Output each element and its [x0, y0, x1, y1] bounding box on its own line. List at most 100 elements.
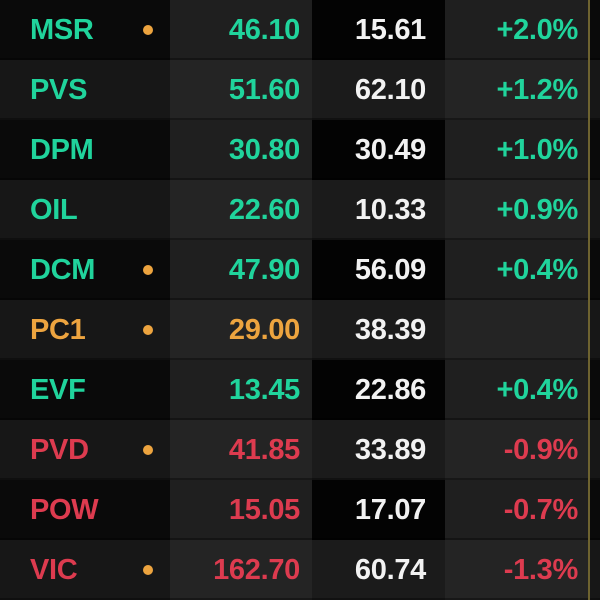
edge-sliver — [590, 240, 600, 300]
symbol-cell: PVS — [0, 60, 170, 120]
edge-sliver — [590, 360, 600, 420]
edge-sliver — [590, 480, 600, 540]
ticker-symbol: OIL — [30, 193, 78, 226]
change-cell: +1.0% — [445, 120, 588, 180]
ticker-symbol: PC1 — [30, 313, 86, 346]
price-cell: 29.00 — [170, 300, 312, 360]
reference-dot-icon — [143, 445, 153, 455]
price-cell: 30.80 — [170, 120, 312, 180]
matched-value-cell: 38.39 — [312, 300, 445, 360]
table-row-dpm[interactable]: DPM 30.80 30.49 +1.0% — [0, 120, 600, 180]
price-cell: 22.60 — [170, 180, 312, 240]
table-row-pow[interactable]: POW 15.05 17.07 -0.7% — [0, 480, 600, 540]
edge-sliver — [590, 180, 600, 240]
matched-value: 22.86 — [354, 373, 426, 406]
vertical-divider-line — [588, 360, 590, 420]
table-row-dcm[interactable]: DCM 47.90 56.09 +0.4% — [0, 240, 600, 300]
matched-value-cell: 60.74 — [312, 540, 445, 600]
ticker-symbol: VIC — [30, 553, 78, 586]
ticker-symbol: EVF — [30, 373, 86, 406]
ticker-symbol: DPM — [30, 133, 94, 166]
price-value: 51.60 — [228, 73, 300, 106]
change-percent: -0.9% — [503, 433, 579, 466]
ticker-symbol: MSR — [30, 13, 94, 46]
table-row-evf[interactable]: EVF 13.45 22.86 +0.4% — [0, 360, 600, 420]
change-cell: +0.9% — [445, 180, 588, 240]
vertical-divider-line — [588, 120, 590, 180]
change-cell: +0.4% — [445, 360, 588, 420]
change-percent: +0.4% — [496, 253, 578, 286]
edge-sliver — [590, 60, 600, 120]
matched-value: 30.49 — [354, 133, 426, 166]
price-value: 46.10 — [228, 13, 300, 46]
vertical-divider-line — [588, 180, 590, 240]
matched-value: 10.33 — [354, 193, 426, 226]
price-cell: 46.10 — [170, 0, 312, 60]
ticker-symbol: POW — [30, 493, 99, 526]
table-row-oil[interactable]: OIL 22.60 10.33 +0.9% — [0, 180, 600, 240]
edge-sliver — [590, 0, 600, 60]
reference-dot-icon — [143, 25, 153, 35]
symbol-cell: VIC — [0, 540, 170, 600]
vertical-divider-line — [588, 240, 590, 300]
reference-dot-icon — [143, 265, 153, 275]
change-cell: -1.3% — [445, 540, 588, 600]
symbol-cell: PC1 — [0, 300, 170, 360]
symbol-cell: POW — [0, 480, 170, 540]
change-percent: +1.2% — [496, 73, 578, 106]
ticker-symbol: PVD — [30, 433, 89, 466]
ticker-symbol: DCM — [30, 253, 96, 286]
change-percent: +0.4% — [496, 373, 578, 406]
price-value: 15.05 — [228, 493, 300, 526]
edge-sliver — [590, 120, 600, 180]
matched-value-cell: 15.61 — [312, 0, 445, 60]
table-row-msr[interactable]: MSR 46.10 15.61 +2.0% — [0, 0, 600, 60]
price-value: 29.00 — [228, 313, 300, 346]
vertical-divider-line — [588, 300, 590, 360]
change-cell: -0.9% — [445, 420, 588, 480]
table-row-pc1[interactable]: PC1 29.00 38.39 — [0, 300, 600, 360]
edge-sliver — [590, 420, 600, 480]
vertical-divider-line — [588, 480, 590, 540]
matched-value-cell: 56.09 — [312, 240, 445, 300]
vertical-divider-line — [588, 0, 590, 60]
price-value: 22.60 — [228, 193, 300, 226]
matched-value: 38.39 — [354, 313, 426, 346]
vertical-divider-line — [588, 420, 590, 480]
table-row-pvs[interactable]: PVS 51.60 62.10 +1.2% — [0, 60, 600, 120]
matched-value: 60.74 — [354, 553, 426, 586]
change-percent: +0.9% — [496, 193, 578, 226]
matched-value-cell: 17.07 — [312, 480, 445, 540]
change-percent: -0.7% — [503, 493, 579, 526]
matched-value-cell: 10.33 — [312, 180, 445, 240]
price-value: 41.85 — [228, 433, 300, 466]
change-percent: -1.3% — [503, 553, 579, 586]
vertical-divider-line — [588, 60, 590, 120]
matched-value-cell: 62.10 — [312, 60, 445, 120]
price-value: 162.70 — [213, 553, 300, 586]
price-value: 13.45 — [228, 373, 300, 406]
change-percent: +2.0% — [496, 13, 578, 46]
vertical-divider-line — [588, 540, 590, 600]
symbol-cell: OIL — [0, 180, 170, 240]
symbol-cell: PVD — [0, 420, 170, 480]
symbol-cell: EVF — [0, 360, 170, 420]
reference-dot-icon — [143, 565, 153, 575]
matched-value: 62.10 — [354, 73, 426, 106]
matched-value: 33.89 — [354, 433, 426, 466]
price-value: 47.90 — [228, 253, 300, 286]
reference-dot-icon — [143, 325, 153, 335]
change-cell: +1.2% — [445, 60, 588, 120]
change-cell: +0.4% — [445, 240, 588, 300]
table-row-vic[interactable]: VIC 162.70 60.74 -1.3% — [0, 540, 600, 600]
price-cell: 15.05 — [170, 480, 312, 540]
price-cell: 41.85 — [170, 420, 312, 480]
matched-value: 15.61 — [354, 13, 426, 46]
table-row-pvd[interactable]: PVD 41.85 33.89 -0.9% — [0, 420, 600, 480]
matched-value: 56.09 — [354, 253, 426, 286]
price-value: 30.80 — [228, 133, 300, 166]
price-cell: 162.70 — [170, 540, 312, 600]
edge-sliver — [590, 540, 600, 600]
